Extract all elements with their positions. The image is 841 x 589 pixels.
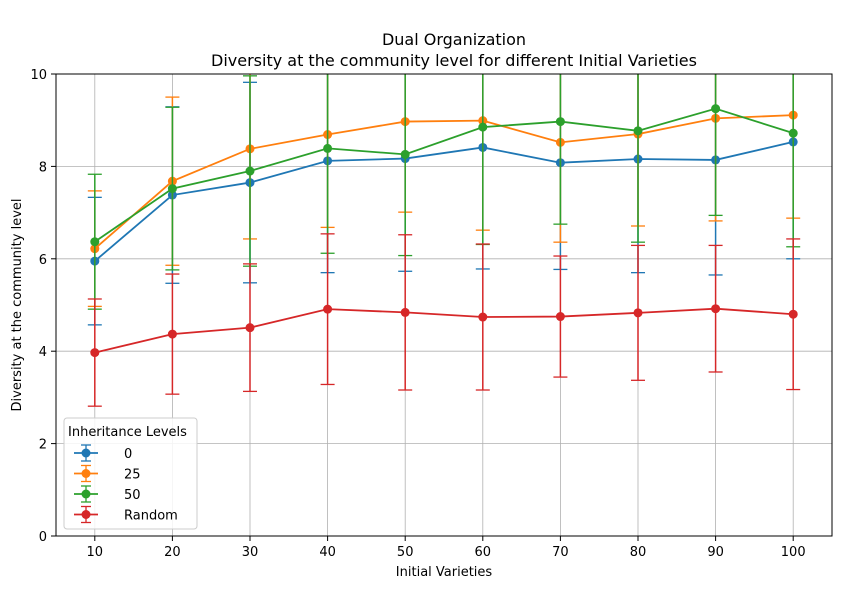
legend-marker <box>81 469 91 478</box>
legend-box <box>63 417 198 530</box>
x-tick-label: 100 <box>781 545 806 560</box>
data-point <box>400 149 410 159</box>
data-point <box>711 104 721 114</box>
data-point <box>400 307 410 317</box>
y-tick-label: 10 <box>30 68 47 83</box>
x-tick-label: 60 <box>475 545 492 560</box>
legend-item-0: 0 <box>74 444 132 462</box>
x-axis-label: Initial Varieties <box>396 565 493 580</box>
chart-title: Dual Organization <box>382 30 526 49</box>
x-tick-label: 30 <box>242 545 259 560</box>
legend-label: Random <box>124 509 178 524</box>
x-tick-label: 40 <box>319 545 336 560</box>
series-0 <box>87 74 801 326</box>
x-tick-label: 20 <box>164 545 181 560</box>
data-point <box>90 348 100 358</box>
series-random <box>87 233 801 407</box>
data-point <box>788 128 798 138</box>
x-tick-label: 70 <box>552 545 569 560</box>
data-point <box>323 143 333 153</box>
data-point <box>245 166 255 176</box>
data-point <box>555 312 565 322</box>
series-line <box>94 107 794 243</box>
series-25 <box>87 74 801 308</box>
data-point <box>245 323 255 333</box>
y-tick-label: 2 <box>39 438 47 453</box>
data-point <box>478 122 488 132</box>
y-tick-label: 0 <box>39 530 47 545</box>
series-50 <box>87 74 801 310</box>
legend: Inheritance Levels 0 25 50 Random <box>63 417 198 530</box>
axes: 10 20 30 40 50 60 70 80 90 100 0 2 4 6 8 10 <box>30 68 833 560</box>
data-point <box>90 237 100 247</box>
plot-frame <box>55 73 833 537</box>
y-tick-label: 8 <box>39 160 47 175</box>
legend-item-25: 25 <box>74 464 141 483</box>
legend-marker <box>81 448 91 458</box>
data-point <box>788 309 798 319</box>
x-tick-label: 80 <box>630 545 647 560</box>
y-tick-label: 6 <box>39 253 47 268</box>
data-point <box>167 184 177 194</box>
data-point <box>555 117 565 127</box>
series-line <box>94 141 794 262</box>
data-point <box>167 329 177 339</box>
chart-subtitle: Diversity at the community level for dif… <box>211 51 697 70</box>
data-point <box>711 304 721 314</box>
legend-label: 25 <box>124 468 141 483</box>
y-axis-label: Diversity at the community level <box>10 199 25 412</box>
data-point <box>323 304 333 314</box>
y-tick-label: 4 <box>39 345 47 360</box>
legend-label: 50 <box>124 488 141 503</box>
legend-label: 0 <box>124 447 132 462</box>
legend-title: Inheritance Levels <box>68 425 187 440</box>
data-point <box>633 126 643 136</box>
legend-item-random: Random <box>74 505 178 524</box>
x-tick-label: 50 <box>397 545 414 560</box>
legend-marker <box>81 489 91 499</box>
data-point <box>478 312 488 322</box>
legend-item-50: 50 <box>74 485 141 503</box>
series-line <box>94 114 794 250</box>
data-point <box>633 308 643 318</box>
x-tick-label: 90 <box>707 545 724 560</box>
x-tick-label: 10 <box>87 545 104 560</box>
legend-marker <box>81 510 91 519</box>
series-layer <box>87 74 801 407</box>
series-line <box>94 307 794 354</box>
